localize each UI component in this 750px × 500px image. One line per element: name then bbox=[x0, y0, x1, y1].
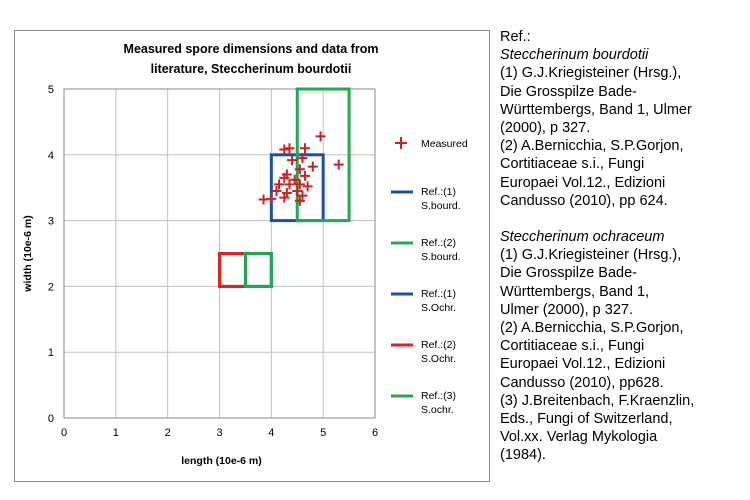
y-tick-label: 3 bbox=[48, 216, 54, 228]
species-ochraceum-title: Steccherinum ochraceum bbox=[500, 229, 665, 246]
legend-label: Measured bbox=[421, 138, 468, 150]
y-tick-label: 4 bbox=[48, 150, 54, 162]
plot-area-border bbox=[63, 88, 376, 419]
legend-marker bbox=[395, 137, 407, 149]
measured-point bbox=[300, 143, 311, 154]
measured-point bbox=[279, 172, 290, 183]
measured-point bbox=[271, 185, 282, 196]
reference-line: (3) J.Breitenbach, F.Kraenzlin, bbox=[500, 392, 695, 409]
measured-point bbox=[302, 181, 313, 192]
ochraceum-references: (1) G.J.Kriegisteiner (Hrsg.), Die Gross… bbox=[500, 246, 746, 464]
chart-svg: Measured spore dimensions and data from l… bbox=[22, 42, 468, 467]
x-axis-title: length (10e-6 m) bbox=[181, 455, 262, 467]
legend-label: S.Ochr. bbox=[421, 302, 456, 314]
reference-line: Europaei Vol.12., Edizioni bbox=[500, 356, 666, 373]
reference-line: Württembergs, Band 1, Ulmer bbox=[500, 101, 692, 118]
measured-point bbox=[297, 153, 308, 164]
reference-line: Ulmer (2000), p 327. bbox=[500, 301, 633, 318]
legend-label: Ref.:(1) bbox=[421, 288, 456, 300]
legend-label: S.Ochr. bbox=[421, 353, 456, 365]
measured-point bbox=[287, 155, 298, 166]
y-axis-title: width (10e-6 m) bbox=[22, 215, 34, 292]
y-tick-label: 5 bbox=[48, 84, 54, 96]
measured-point bbox=[297, 190, 308, 201]
legend-label: Ref.:(2) bbox=[421, 237, 456, 249]
reference-spacer bbox=[500, 210, 746, 228]
measured-point bbox=[274, 179, 285, 190]
measured-point bbox=[294, 164, 305, 175]
measured-point bbox=[292, 185, 303, 196]
measured-point bbox=[289, 174, 300, 185]
reference-line: Vol.xx. Verlag Mykologia bbox=[500, 429, 658, 446]
chart-frame: Measured spore dimensions and data from l… bbox=[14, 30, 490, 482]
reference-range-box bbox=[243, 252, 273, 288]
reference-line: (1) G.J.Kriegisteiner (Hrsg.), bbox=[500, 247, 682, 264]
measured-point bbox=[284, 179, 295, 190]
x-tick-label: 6 bbox=[372, 427, 378, 439]
legend-label: S.bourd. bbox=[421, 200, 461, 212]
y-tick-label: 1 bbox=[48, 347, 54, 359]
reference-line: (2) A.Bernicchia, S.P.Gorjon, bbox=[500, 320, 684, 337]
measured-point bbox=[279, 192, 290, 203]
measured-point bbox=[294, 195, 305, 206]
measured-point bbox=[284, 143, 295, 154]
reference-range-box bbox=[295, 87, 351, 223]
reference-panel: Ref.: Steccherinum bourdotii (1) G.J.Kri… bbox=[500, 28, 746, 465]
measured-point bbox=[333, 159, 344, 170]
legend-label: Ref.:(2) bbox=[421, 339, 456, 351]
reference-range-box bbox=[218, 252, 247, 288]
chart-title-line: Measured spore dimensions and data from bbox=[124, 42, 379, 56]
measured-point bbox=[307, 161, 318, 172]
x-tick-label: 2 bbox=[165, 427, 171, 439]
reference-line: Europaei Vol.12., Edizioni bbox=[500, 174, 666, 191]
measured-point bbox=[300, 170, 311, 181]
x-tick-label: 0 bbox=[61, 427, 67, 439]
reference-line: Cortitiaceae s.i., Fungi bbox=[500, 338, 645, 355]
reference-heading: Ref.: bbox=[500, 29, 531, 45]
reference-line: (2) A.Bernicchia, S.P.Gorjon, bbox=[500, 138, 684, 155]
bourdotii-references: (1) G.J.Kriegisteiner (Hrsg.), Die Gross… bbox=[500, 64, 746, 210]
measured-point bbox=[315, 131, 326, 142]
legend-label: Ref.:(3) bbox=[421, 390, 456, 402]
reference-line: Eds., Fungi of Switzerland, bbox=[500, 411, 673, 428]
reference-line: Württembergs, Band 1, bbox=[500, 283, 650, 300]
legend-label: S.ochr. bbox=[421, 404, 454, 416]
x-tick-label: 4 bbox=[268, 427, 274, 439]
reference-line: Cortitiaceae s.i., Fungi bbox=[500, 156, 645, 173]
reference-line: (2000), p 327. bbox=[500, 120, 591, 137]
chart-title-line: literature, Steccherinum bourdotii bbox=[151, 62, 352, 76]
x-tick-label: 3 bbox=[216, 427, 222, 439]
legend-label: Ref.:(1) bbox=[421, 186, 456, 198]
measured-point bbox=[279, 144, 290, 155]
x-tick-label: 5 bbox=[320, 427, 326, 439]
species-bourdotii-title: Steccherinum bourdotii bbox=[500, 47, 649, 64]
y-tick-label: 2 bbox=[48, 281, 54, 293]
measured-point bbox=[294, 179, 305, 190]
y-tick-label: 0 bbox=[48, 413, 54, 425]
reference-line: Die Grosspilze Bade- bbox=[500, 265, 637, 282]
reference-line: Candusso (2010), pp 624. bbox=[500, 192, 668, 209]
reference-line: (1984). bbox=[500, 447, 546, 464]
reference-line: Candusso (2010), pp628. bbox=[500, 374, 664, 391]
reference-line: Die Grosspilze Bade- bbox=[500, 83, 637, 100]
measured-point bbox=[258, 194, 269, 205]
x-tick-label: 1 bbox=[113, 427, 119, 439]
legend-label: S.bourd. bbox=[421, 251, 461, 263]
reference-line: (1) G.J.Kriegisteiner (Hrsg.), bbox=[500, 65, 682, 82]
